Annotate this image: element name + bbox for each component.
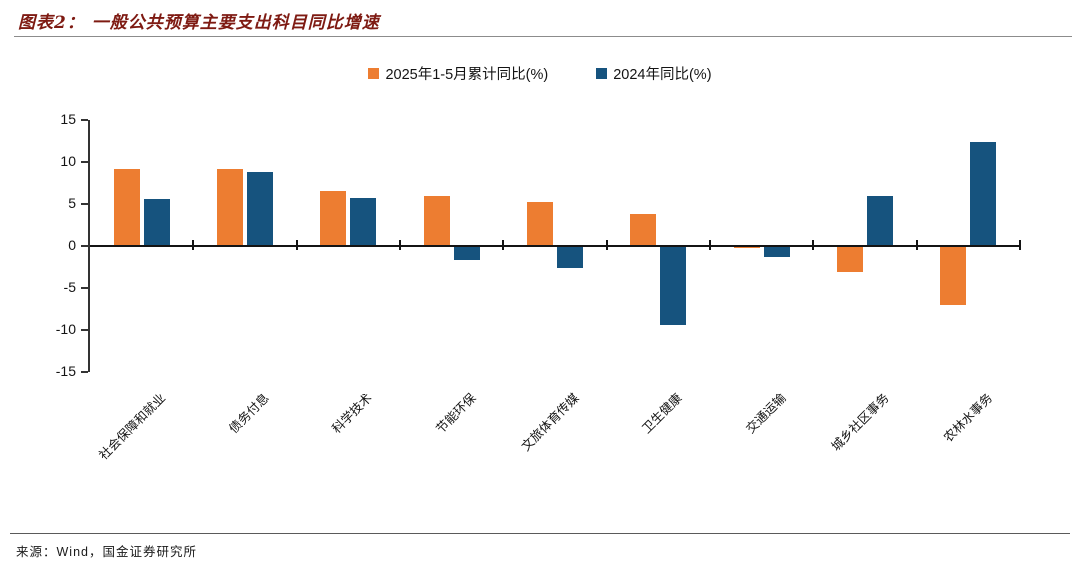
bar-2025 [113, 168, 140, 246]
x-axis-tick [812, 240, 815, 250]
y-axis-tick [81, 371, 88, 373]
y-axis-tick [81, 203, 88, 205]
category-label: 节能环保 [433, 390, 479, 437]
bar-2024 [247, 172, 273, 246]
y-tick-label: 0 [68, 237, 76, 253]
y-axis-tick [81, 119, 88, 121]
y-axis-line [88, 120, 90, 372]
bar-2024 [660, 246, 687, 325]
bar-2025 [217, 168, 243, 246]
bar-2024 [970, 141, 997, 246]
x-axis-tick [915, 240, 918, 250]
bar-2025 [630, 214, 657, 246]
y-tick-label: -5 [63, 279, 76, 295]
y-tick-label: 15 [60, 111, 76, 127]
x-axis-tick [502, 240, 505, 250]
legend-swatch-blue [596, 68, 608, 79]
y-tick-label: 10 [60, 153, 76, 169]
bar-2025 [527, 202, 553, 246]
x-axis-zero-line [90, 245, 1020, 247]
bar-2025 [837, 246, 863, 273]
source-note: 来源：Wind，国金证券研究所 [16, 545, 197, 559]
y-tick-label: -10 [55, 321, 76, 337]
category-label: 交通运输 [743, 390, 789, 437]
y-axis-tick [81, 161, 88, 163]
bar-2024 [867, 196, 893, 246]
category-label: 债务付息 [226, 390, 272, 437]
category-label: 文旅体育传媒 [518, 390, 582, 454]
x-axis-tick [192, 240, 195, 250]
category-label: 卫生健康 [639, 390, 686, 437]
bar-2024 [763, 246, 790, 257]
bar-2025 [940, 246, 967, 305]
legend-item-2024: 2024年同比(%) [596, 63, 712, 84]
category-label: 科学技术 [329, 390, 376, 437]
chart-legend: 2025年1-5月累计同比(%) 2024年同比(%) [0, 63, 1080, 84]
bar-2024 [557, 246, 583, 268]
footer-divider [10, 533, 1070, 534]
bar-2025 [320, 191, 347, 246]
x-axis-tick [605, 240, 608, 250]
y-axis-tick [81, 287, 88, 289]
x-axis-tick [295, 240, 298, 250]
bar-2025 [423, 195, 450, 246]
x-axis-tick [1019, 240, 1021, 250]
category-label: 城乡社区事务 [828, 390, 892, 454]
chart-title: 图表2： 一般公共预算主要支出科目同比增速 [18, 13, 380, 33]
category-label: 社会保障和就业 [96, 390, 169, 463]
x-axis-tick [709, 240, 711, 250]
category-label: 农林水事务 [940, 390, 996, 445]
bar-2024 [143, 198, 170, 246]
bar-2024 [350, 198, 377, 246]
legend-label-2025: 2025年1-5月累计同比(%) [385, 67, 549, 83]
legend-swatch-orange [368, 68, 380, 79]
title-divider [14, 36, 1072, 37]
y-axis-tick [81, 329, 88, 331]
y-tick-label: -15 [55, 363, 76, 379]
y-axis-tick [81, 245, 88, 247]
legend-label-2024: 2024年同比(%) [613, 67, 712, 83]
x-axis-tick [399, 240, 401, 250]
legend-item-2025: 2025年1-5月累计同比(%) [368, 63, 548, 84]
bar-2024 [453, 246, 480, 261]
y-tick-label: 5 [68, 195, 76, 211]
